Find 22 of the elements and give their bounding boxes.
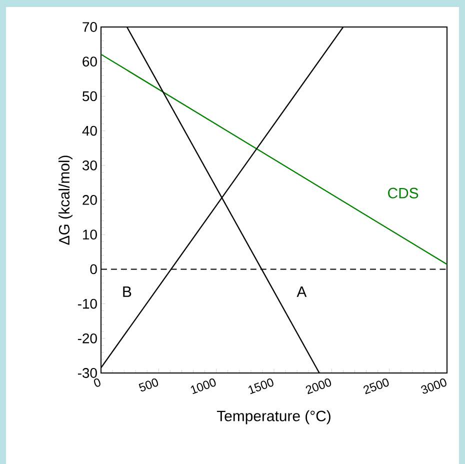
series-label: CDS xyxy=(388,188,418,198)
y-tick-label: 30 xyxy=(82,160,97,170)
y-tick-label: 70 xyxy=(82,22,97,32)
x-tick-label: 500 xyxy=(138,378,158,392)
series-label: B xyxy=(123,286,132,297)
y-tick-label: -30 xyxy=(78,368,97,378)
x-tick-label: 1500 xyxy=(248,378,274,394)
y-tick-label: 10 xyxy=(83,230,97,240)
x-axis-title: Temperature (°C) xyxy=(216,410,330,424)
y-tick-label: 50 xyxy=(82,91,97,102)
y-axis-title: ΔG (kcal/mol) xyxy=(58,156,72,245)
x-tick-label: 2500 xyxy=(364,378,389,394)
y-tick-label: 0 xyxy=(90,264,97,274)
y-tick-label: 20 xyxy=(82,195,97,205)
y-tick-label: 60 xyxy=(82,56,97,67)
x-tick-label: 2000 xyxy=(306,378,332,394)
y-tick-label: 40 xyxy=(82,126,97,136)
x-tick-label: 1000 xyxy=(190,378,216,394)
y-tick-label: -20 xyxy=(78,333,97,344)
x-tick-label: 3000 xyxy=(421,378,446,394)
series-label: A xyxy=(296,286,307,297)
y-tick-label: -10 xyxy=(78,298,97,309)
